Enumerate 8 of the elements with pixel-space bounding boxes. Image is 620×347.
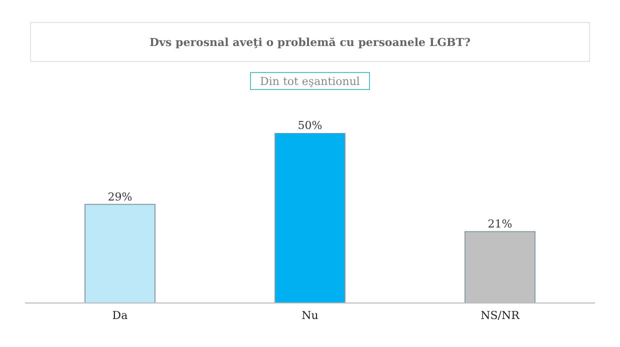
x-tick-label: Nu [302,308,318,322]
data-label: 29% [108,190,132,204]
data-label: 21% [488,218,512,231]
chart-title: Dvs perosnal aveţi o problemă cu persoanele LGBT? [30,22,590,62]
chart-subtitle: Din tot eşantionul [250,72,370,90]
x-tick-label: NS/NR [480,308,520,322]
x-tick-label: Da [112,308,128,322]
data-label: 50% [298,119,322,132]
